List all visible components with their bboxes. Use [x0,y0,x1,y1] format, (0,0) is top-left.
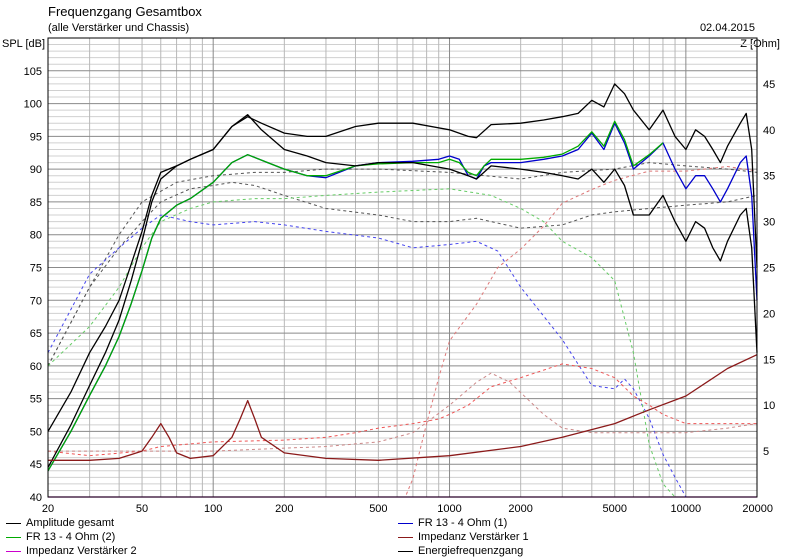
legend-item: Impedanz Verstärker 1 [398,531,529,543]
y-tick-label: 65 [30,328,42,340]
y-tick-label: 55 [30,394,42,406]
y2-tick-label: 40 [763,125,775,137]
y-tick-label: 50 [30,426,42,438]
legend-swatch [6,536,21,538]
y2-tick-label: 15 [763,354,775,366]
x-tick-label: 5000 [602,503,626,515]
series-fr-13-4-ohm-2 [47,120,664,472]
major-grid [48,38,757,497]
y2-tick-label: 30 [763,217,775,229]
x-tick-label: 100 [204,503,222,515]
y-axis-label: SPL [dB] [2,38,46,50]
legend-item: FR 13 - 4 Ohm (2) [6,531,115,543]
y2-tick-labels: 5 10 15 20 25 30 35 40 45 [763,79,775,458]
legend-label: Energiefrequenzgang [418,545,524,557]
legend-swatch [398,536,413,538]
legend-swatch [398,550,413,552]
series-energiefrequenzgang [47,114,758,432]
x-tick-labels: 20 50 100 200 500 1000 2000 5000 10000 20000 [42,503,773,515]
legend-item: Impedanz Verstärker 2 [6,545,137,557]
legend-label: Amplitude gesamt [26,517,115,529]
legend-label: FR 13 - 4 Ohm (1) [418,517,508,529]
series-dashed-9 [47,188,676,498]
series-layer [47,83,758,498]
y2-axis-label: Z [Ohm] [740,38,780,50]
x-tick-label: 20 [42,503,54,515]
x-tick-label: 2000 [508,503,532,515]
series-dashed-11 [48,166,758,498]
y-tick-label: 45 [30,459,42,471]
legend-item: Amplitude gesamt [6,517,114,529]
y-tick-label: 60 [30,361,42,373]
x-tick-label: 20000 [742,503,773,515]
x-tick-label: 200 [275,503,293,515]
legend-label: Impedanz Verstärker 2 [26,545,137,557]
plot-frame [47,37,758,498]
x-tick-label: 10000 [671,503,702,515]
y-tick-label: 70 [30,295,42,307]
legend-swatch [6,550,21,552]
y-tick-label: 95 [30,131,42,143]
y2-tick-label: 25 [763,263,775,275]
series-dashed-7 [47,162,758,367]
series-dashed-10 [47,363,757,457]
series-dashed-8 [47,214,687,498]
y2-tick-label: 45 [763,79,775,91]
y-tick-label: 80 [30,230,42,242]
y2-tick-label: 20 [763,308,775,320]
chart-date: 02.04.2015 [699,22,755,34]
series-impedanz-verst-rker-1 [48,354,758,461]
chart-subtitle: (alle Verstärker und Chassis) [48,22,190,34]
y-tick-label: 75 [30,263,42,275]
minor-grid [48,38,757,497]
legend-swatch [398,522,413,524]
legend-item: FR 13 - 4 Ohm (1) [398,517,507,529]
chart-title: Frequenzgang Gesamtbox [48,4,202,19]
y2-tick-label: 35 [763,171,775,183]
y-tick-label: 100 [24,99,42,111]
series-amplitude-gesamt [47,83,758,468]
y-tick-label: 40 [30,492,42,504]
legend-label: Impedanz Verstärker 1 [418,531,529,543]
y-tick-labels: 40 45 50 55 60 65 70 75 80 85 90 95 100 105 [24,66,42,504]
legend-item: Energiefrequenzgang [398,545,523,557]
y-tick-label: 90 [30,164,42,176]
x-tick-label: 50 [136,503,148,515]
y-tick-label: 85 [30,197,42,209]
legend-label: FR 13 - 4 Ohm (2) [26,531,116,543]
y-tick-label: 105 [24,66,42,78]
series-dashed-12 [48,372,758,452]
x-tick-label: 1000 [437,503,461,515]
legend-swatch [6,522,21,524]
y2-tick-label: 5 [763,446,769,458]
y2-tick-label: 10 [763,400,775,412]
x-tick-label: 500 [369,503,387,515]
